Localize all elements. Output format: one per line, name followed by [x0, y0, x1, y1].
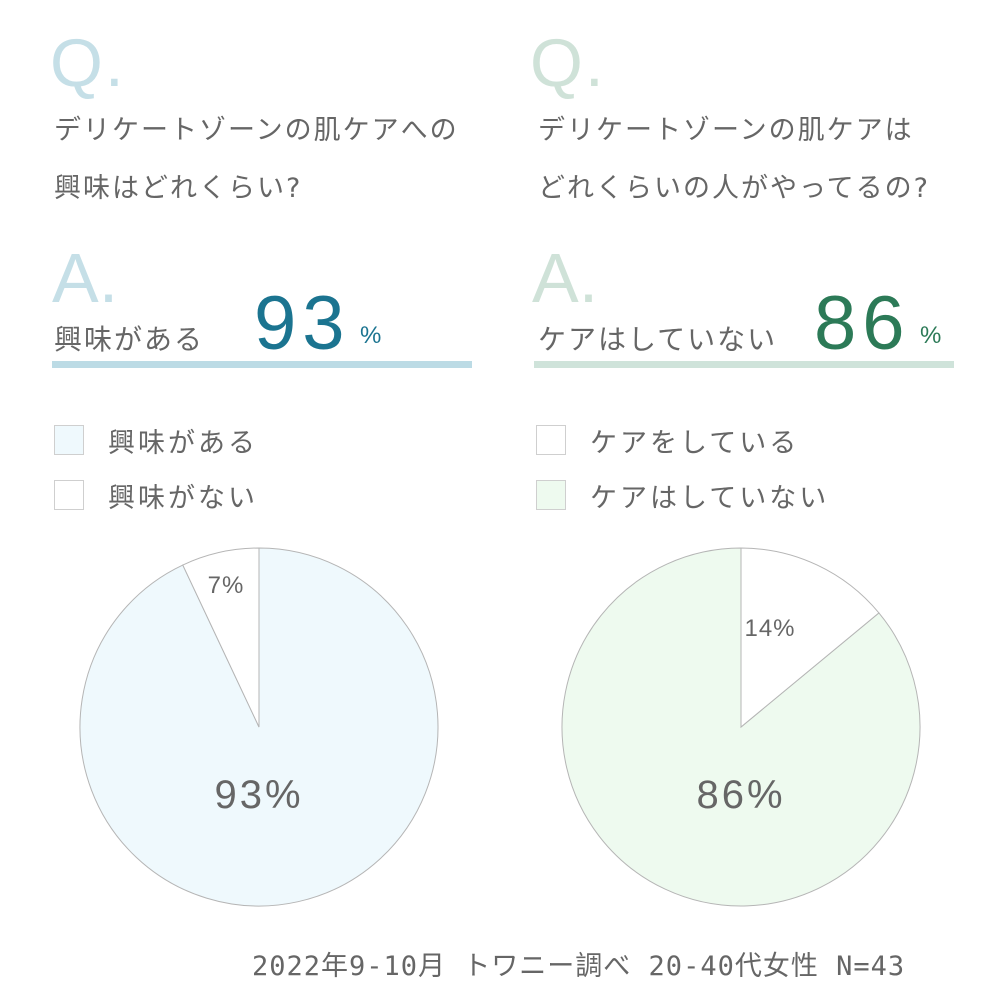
- legend-label: ケアをしている: [590, 427, 800, 459]
- answer-underline: [534, 361, 954, 368]
- answer-percentage-unit: %: [920, 322, 942, 349]
- legend-swatch: [536, 425, 566, 455]
- survey-source-note: 2022年9-10月 トワニー調べ 20-40代女性 N=43: [252, 951, 906, 982]
- answer-label: 興味がある: [54, 323, 205, 356]
- legend-label: 興味がある: [108, 427, 258, 459]
- pie-slice-minor: [740, 547, 880, 729]
- answer-percentage: 93: [254, 281, 351, 366]
- pie-chart-care: 86% 14%: [561, 547, 921, 907]
- answer-underline: [52, 361, 472, 368]
- question-mark: Q.: [530, 25, 606, 101]
- question-line-2: どれくらいの人がやってるの?: [538, 173, 930, 204]
- question-line-1: デリケートゾーンの肌ケアへの: [54, 115, 459, 146]
- legend-item-not-interested: 興味がない: [54, 479, 258, 514]
- pie-label-major: 93%: [214, 773, 303, 817]
- answer-percentage: 86: [814, 281, 911, 366]
- answer-label: ケアはしていない: [538, 323, 778, 356]
- question-line-1: デリケートゾーンの肌ケアは: [538, 115, 914, 146]
- legend-label: 興味がない: [108, 482, 258, 514]
- question-mark: Q.: [50, 25, 126, 101]
- legend-item-doing-care: ケアをしている: [536, 424, 799, 459]
- pie-slice-major: [561, 547, 921, 907]
- pie-label-minor: 14%: [744, 615, 795, 642]
- answer-percentage-unit: %: [360, 322, 382, 349]
- legend-swatch: [536, 480, 566, 510]
- legend-label: ケアはしていない: [590, 482, 830, 514]
- answer-mark: A.: [532, 239, 599, 317]
- pie-chart-interest: 93% 7%: [79, 547, 439, 907]
- legend-item-not-doing-care: ケアはしていない: [536, 479, 829, 514]
- pie-slice-major: [79, 547, 439, 907]
- left-panel: Q. デリケートゾーンの肌ケアへの 興味はどれくらい? A. 興味がある 93 …: [0, 0, 480, 1000]
- question-line-2: 興味はどれくらい?: [54, 173, 303, 204]
- legend-swatch: [54, 480, 84, 510]
- pie-label-minor: 7%: [208, 572, 245, 599]
- legend-item-interested: 興味がある: [54, 424, 258, 459]
- pie-label-major: 86%: [696, 773, 785, 817]
- pie-slice-minor: [182, 547, 260, 728]
- answer-mark: A.: [52, 239, 119, 317]
- legend-swatch: [54, 425, 84, 455]
- right-panel: Q. デリケートゾーンの肌ケアは どれくらいの人がやってるの? A. ケアはして…: [480, 0, 960, 1000]
